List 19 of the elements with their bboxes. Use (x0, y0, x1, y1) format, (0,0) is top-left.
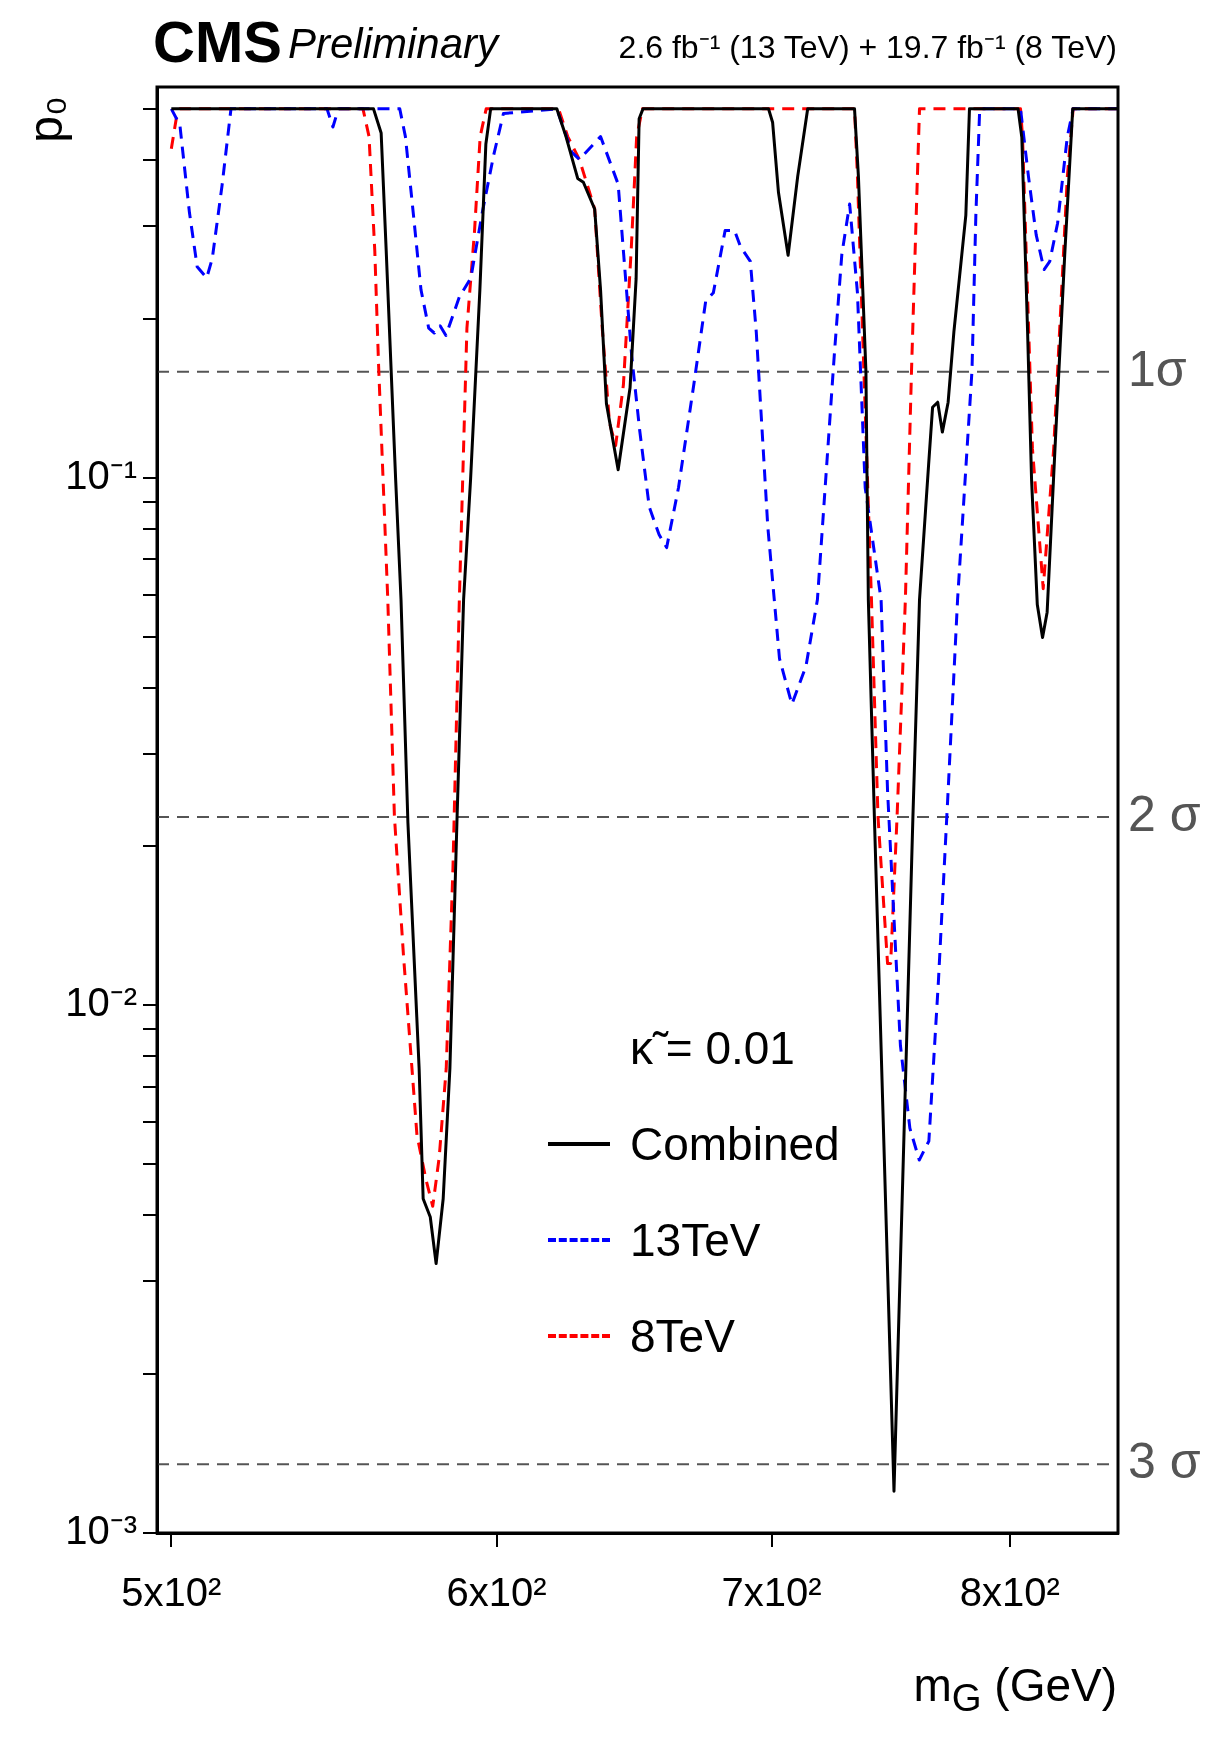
y-axis-title: p₀ (17, 96, 73, 143)
x-tick-label: 5x10² (121, 1570, 222, 1615)
ref-line-label: 2 σ (1128, 785, 1201, 842)
y-tick-label: 10⁻³ (65, 1508, 137, 1553)
y-tick-label: 10⁻² (65, 980, 137, 1025)
x-axis-title: m$_{G}$ (GeV) (913, 1658, 1117, 1721)
y-tick-label: 10⁻¹ (65, 452, 137, 497)
x-tick-label: 7x10² (721, 1570, 822, 1615)
x-tick-label: 8x10² (959, 1570, 1060, 1615)
legend-title: κ̃ = 0.01 (630, 1021, 796, 1076)
legend-label: 13TeV (630, 1213, 761, 1267)
ref-line-label: 1σ (1128, 340, 1187, 397)
x-tick-label: 6x10² (446, 1570, 547, 1615)
ref-line-label: 3 σ (1128, 1433, 1201, 1490)
text: 2.6 fb⁻¹ (13 TeV) + 19.7 fb⁻¹ (8 TeV) (618, 28, 1117, 67)
chart-subtitle: Preliminary (288, 20, 499, 68)
chart-title: CMS (153, 8, 282, 75)
legend-label: 8TeV (630, 1309, 735, 1363)
legend-label: Combined (630, 1117, 840, 1171)
